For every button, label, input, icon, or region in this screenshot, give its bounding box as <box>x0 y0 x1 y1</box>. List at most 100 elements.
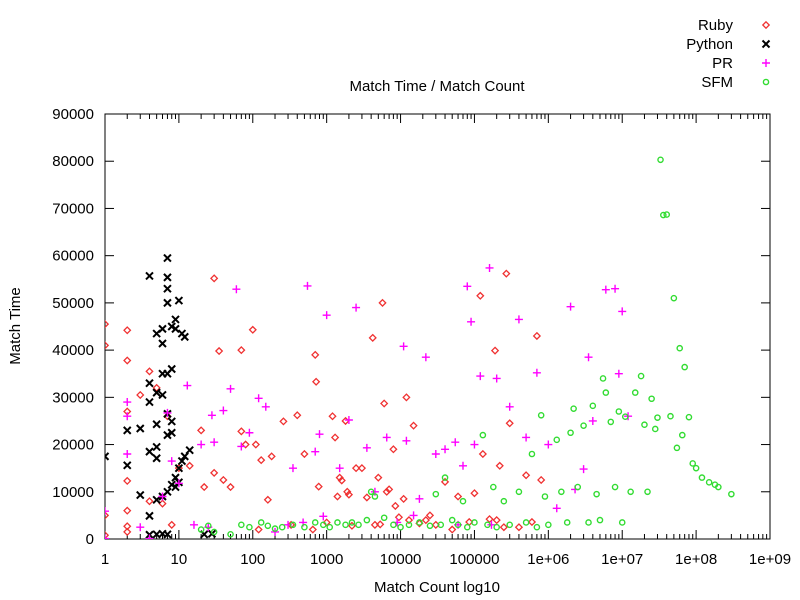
data-point-ruby <box>300 449 309 459</box>
data-point-pr <box>189 520 198 529</box>
data-point-python <box>105 452 110 461</box>
data-point-python <box>167 417 176 426</box>
data-point-ruby <box>490 346 500 355</box>
data-point-python <box>163 253 172 263</box>
data-point-python <box>163 430 172 440</box>
legend-marker-ruby <box>761 20 771 30</box>
y-tick-label: 30000 <box>52 389 94 406</box>
legend: Ruby Python PR SFM <box>686 17 771 91</box>
data-point-pr <box>431 450 440 458</box>
data-point-pr <box>319 512 328 521</box>
data-point-sfm <box>618 519 626 526</box>
data-point-pr <box>421 353 430 362</box>
data-point-ruby <box>197 426 206 435</box>
data-point-python <box>145 447 154 456</box>
data-point-sfm <box>348 519 356 526</box>
data-point-sfm <box>204 522 212 530</box>
data-point-python <box>185 446 194 455</box>
data-point-pr <box>614 369 623 378</box>
data-point-ruby <box>105 511 110 520</box>
data-point-ruby <box>226 482 235 492</box>
data-point-sfm <box>627 488 634 496</box>
data-point-ruby <box>521 471 531 480</box>
legend-label-sfm: SFM <box>701 74 733 91</box>
data-point-sfm <box>515 488 523 496</box>
data-point-sfm <box>654 414 661 421</box>
data-point-ruby <box>279 417 288 426</box>
data-point-sfm <box>537 411 545 419</box>
data-point-python <box>163 298 172 308</box>
data-point-ruby <box>532 331 542 341</box>
data-point-pr <box>487 520 496 529</box>
data-point-sfm <box>500 497 508 505</box>
data-point-pr <box>492 374 501 383</box>
y-tick-label: 0 <box>86 531 94 548</box>
legend-label-pr: PR <box>712 55 733 72</box>
data-point-sfm <box>641 421 648 429</box>
data-point-sfm <box>596 516 604 524</box>
data-point-sfm <box>681 363 688 371</box>
data-point-ruby <box>376 520 385 529</box>
y-tick-label: 50000 <box>52 295 94 312</box>
data-point-ruby <box>448 525 457 534</box>
data-point-sfm <box>593 490 600 498</box>
data-point-pr <box>485 263 494 272</box>
data-point-ruby <box>267 452 276 461</box>
data-point-ruby <box>344 490 354 499</box>
data-point-sfm <box>685 413 693 421</box>
data-point-ruby <box>312 377 321 386</box>
data-point-sfm <box>676 344 684 352</box>
series-python <box>105 253 217 539</box>
data-point-sfm <box>644 488 651 496</box>
data-point-sfm <box>484 521 491 529</box>
data-point-ruby <box>123 476 132 486</box>
data-point-sfm <box>506 521 513 529</box>
data-point-pr <box>584 353 593 362</box>
data-point-pr <box>441 445 450 454</box>
data-point-sfm <box>585 519 592 526</box>
data-point-sfm <box>715 483 722 491</box>
data-point-pr <box>601 285 610 294</box>
data-point-ruby <box>123 356 132 365</box>
x-tick-label: 1e+08 <box>675 551 717 568</box>
data-point-pr <box>136 523 145 532</box>
data-point-sfm <box>558 488 565 496</box>
data-point-pr <box>467 317 476 326</box>
data-point-ruby <box>499 523 508 532</box>
data-point-pr <box>237 442 246 451</box>
data-point-sfm <box>607 418 615 426</box>
data-point-pr <box>322 311 331 320</box>
data-point-sfm <box>471 519 478 526</box>
data-point-pr <box>532 368 541 377</box>
data-point-sfm <box>405 521 413 529</box>
data-point-ruby <box>248 325 257 334</box>
data-point-python <box>145 511 154 521</box>
data-point-ruby <box>362 493 371 502</box>
data-point-sfm <box>563 519 571 526</box>
data-point-python <box>136 424 145 433</box>
data-point-pr <box>344 416 353 424</box>
data-point-pr <box>167 457 176 466</box>
data-point-pr <box>579 465 588 474</box>
x-axis-label: Match Count log10 <box>374 579 500 596</box>
data-point-sfm <box>580 422 587 429</box>
legend-marker-sfm <box>762 78 770 86</box>
data-point-ruby <box>241 440 250 449</box>
data-point-sfm <box>493 523 500 531</box>
data-point-sfm <box>363 516 371 524</box>
data-point-pr <box>261 402 270 411</box>
data-point-sfm <box>692 464 700 472</box>
data-point-ruby <box>343 487 352 496</box>
y-tick-labels: 0 10000 20000 30000 40000 50000 60000 70000 8000… <box>52 106 94 548</box>
series-pr <box>105 263 633 539</box>
data-point-pr <box>409 511 418 520</box>
data-point-ruby <box>399 494 408 503</box>
data-point-python <box>145 271 154 281</box>
data-point-sfm <box>441 474 449 481</box>
data-point-sfm <box>278 523 286 531</box>
data-point-pr <box>415 494 424 503</box>
data-point-ruby <box>123 527 132 537</box>
data-point-ruby <box>389 445 398 454</box>
data-point-sfm <box>246 523 253 531</box>
data-point-sfm <box>311 519 319 526</box>
